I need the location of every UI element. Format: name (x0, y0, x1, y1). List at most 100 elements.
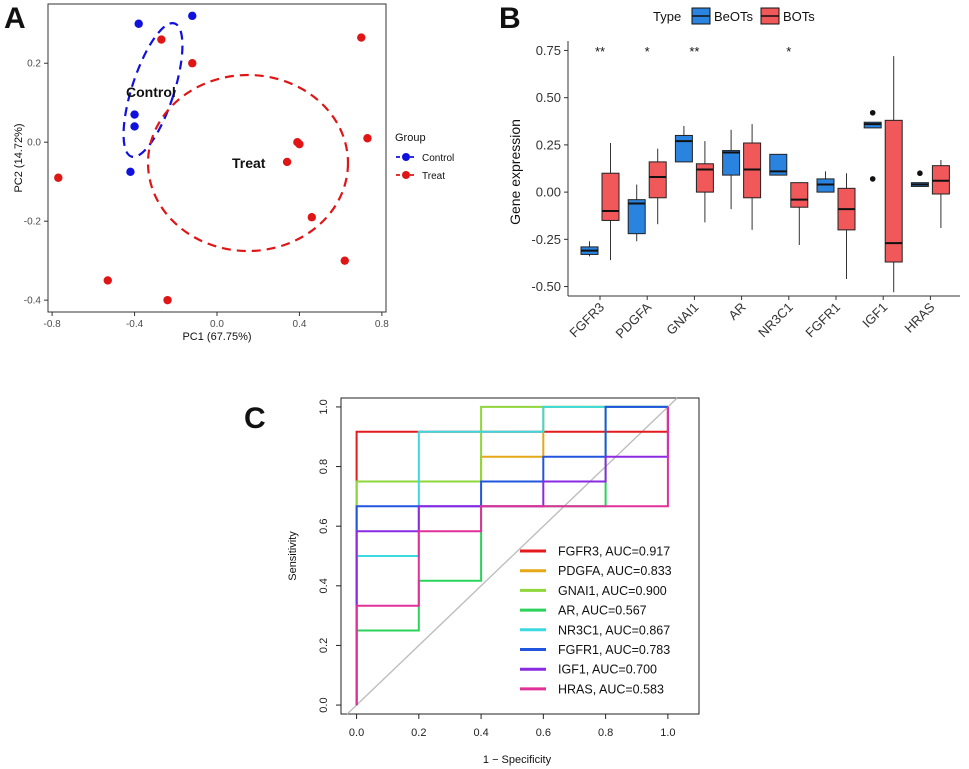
significance-marker: * (645, 44, 650, 59)
control-point (126, 167, 135, 177)
control-ellipse (122, 22, 184, 158)
boxplot-y-tick-label: 0.50 (536, 90, 561, 105)
pca-y-tick-label: -0.4 (24, 296, 42, 307)
pca-y-tick-label: 0.0 (27, 138, 41, 149)
legend-beots-label: BeOTs (714, 9, 754, 24)
boxplot-y-tick-label: -0.25 (531, 232, 561, 247)
beots-outlier (917, 170, 923, 177)
treat-point (157, 35, 166, 44)
boxplot-y-tick-label: 0.75 (536, 43, 561, 58)
boxplot-category-label: PDGFA (613, 299, 655, 341)
pca-y-tick-label: -0.2 (24, 217, 42, 228)
roc-x-tick-label: 0.4 (473, 727, 488, 739)
roc-plot-frame (340, 397, 700, 715)
roc-y-tick-label: 0.0 (318, 697, 330, 712)
beots-box (722, 150, 741, 176)
boxplot-category-label: NR3C1 (755, 300, 796, 341)
legend-control-label: Control (422, 153, 454, 164)
roc-x-tick-label: 1.0 (660, 727, 675, 739)
roc-legend-label-igf1: IGF1, AUC=0.700 (558, 663, 657, 677)
pca-x-tick-label: -0.4 (126, 319, 144, 330)
roc-panel: 0.0 0.2 0.4 0.6 0.8 1.0 0.0 0.2 0.4 0.6 0.8 1.0 FGF… (287, 397, 700, 766)
control-point (130, 110, 139, 119)
boxplot-category-label: AR (725, 300, 748, 323)
pca-x-tick-label: 0.8 (375, 319, 389, 330)
treat-point (188, 59, 197, 68)
legend-treat-label: Treat (422, 171, 445, 182)
boxplot-y-label: Gene expression (507, 119, 523, 225)
roc-y-tick-label: 0.2 (318, 638, 330, 653)
pca-y-tick-label: 0.2 (27, 59, 41, 70)
treat-group-label: Treat (232, 155, 266, 171)
treat-ellipse (146, 73, 350, 253)
panel-label-a: A (4, 2, 26, 35)
boxplot-category-label: FGFR1 (802, 300, 843, 341)
treat-point (340, 256, 349, 265)
beots-outlier (869, 109, 876, 116)
roc-diagonal-line (346, 397, 678, 715)
control-point (188, 11, 197, 21)
pca-plot-frame (47, 3, 387, 313)
roc-legend-label-pdgfa: PDGFA, AUC=0.833 (558, 564, 672, 578)
roc-legend-label-gnai1: GNAI1, AUC=0.900 (558, 584, 667, 598)
roc-curve-fgfr1 (355, 405, 668, 706)
boxplot-y-tick-label: 0.25 (536, 137, 561, 152)
significance-marker: * (786, 44, 791, 59)
treat-point (163, 295, 172, 305)
beots-box (627, 199, 646, 235)
roc-legend-label-fgfr3: FGFR3, AUC=0.917 (558, 545, 670, 559)
control-point (134, 19, 143, 28)
boxplot-y-tick-label: -0.50 (531, 279, 561, 294)
bots-box (790, 182, 809, 208)
pca-legend-title: Group (395, 132, 426, 144)
roc-curve-nr3c1 (355, 405, 668, 706)
treat-point (103, 276, 112, 285)
pca-x-tick-label: 0.0 (210, 319, 224, 330)
bots-box (695, 163, 714, 193)
roc-y-tick-label: 0.6 (318, 519, 330, 534)
panel-label-c: C (244, 402, 266, 435)
pca-legend: Group Control Treat (395, 132, 454, 182)
control-point (130, 122, 139, 131)
panel-label-b: B (499, 2, 521, 35)
roc-x-tick-label: 0.6 (536, 727, 551, 739)
roc-x-tick-label: 0.0 (349, 727, 364, 739)
treat-point (357, 33, 366, 42)
pca-panel: -0.8 -0.4 0.0 0.4 0.8 -0.4 -0.2 0.0 0.2 PC1 (67.… (13, 3, 454, 343)
treat-point (54, 173, 63, 182)
pca-x-label: PC1 (67.75%) (182, 331, 251, 343)
boxplot-legend-title: Type (653, 9, 681, 24)
roc-x-tick-label: 0.8 (598, 727, 613, 739)
control-group-label: Control (126, 84, 176, 100)
roc-legend-label-ar: AR, AUC=0.567 (558, 604, 647, 618)
roc-curve-hras (355, 406, 669, 706)
bots-box (601, 172, 620, 221)
boxplot-legend: Type BeOTs BOTs (653, 7, 815, 25)
roc-y-tick-label: 0.8 (318, 459, 330, 474)
significance-marker: ** (689, 44, 699, 59)
roc-y-tick-label: 1.0 (318, 399, 330, 414)
roc-x-label: 1 − Specificity (483, 754, 552, 766)
treat-point (307, 213, 317, 222)
roc-legend-label-fgfr1: FGFR1, AUC=0.783 (558, 643, 670, 657)
legend-control-marker (402, 153, 410, 161)
beots-outlier (869, 176, 876, 182)
bots-box (648, 161, 667, 199)
boxplot-panel: Type BeOTs BOTs -0.50 -0.25 0.00 0.25 0.50 0.… (507, 7, 960, 341)
roc-x-tick-label: 0.2 (411, 727, 426, 739)
pca-x-tick-label: 0.4 (292, 319, 306, 330)
pca-x-tick-label: -0.8 (44, 319, 62, 330)
boxplot-y-tick-label: 0.00 (536, 185, 561, 200)
boxplot-category-label: FGFR3 (566, 300, 607, 341)
boxplot-category-label: IGF1 (859, 300, 890, 331)
significance-marker: ** (595, 44, 605, 59)
legend-bots-label: BOTs (783, 9, 815, 24)
roc-legend-label-nr3c1: NR3C1, AUC=0.867 (558, 623, 670, 637)
pca-y-label: PC2 (14.72%) (13, 123, 25, 192)
treat-point (295, 139, 304, 149)
boxplot-category-label: GNAI1 (663, 300, 701, 338)
beots-box (769, 153, 788, 176)
roc-y-tick-label: 0.4 (318, 578, 330, 593)
roc-curve-igf1 (355, 406, 669, 706)
